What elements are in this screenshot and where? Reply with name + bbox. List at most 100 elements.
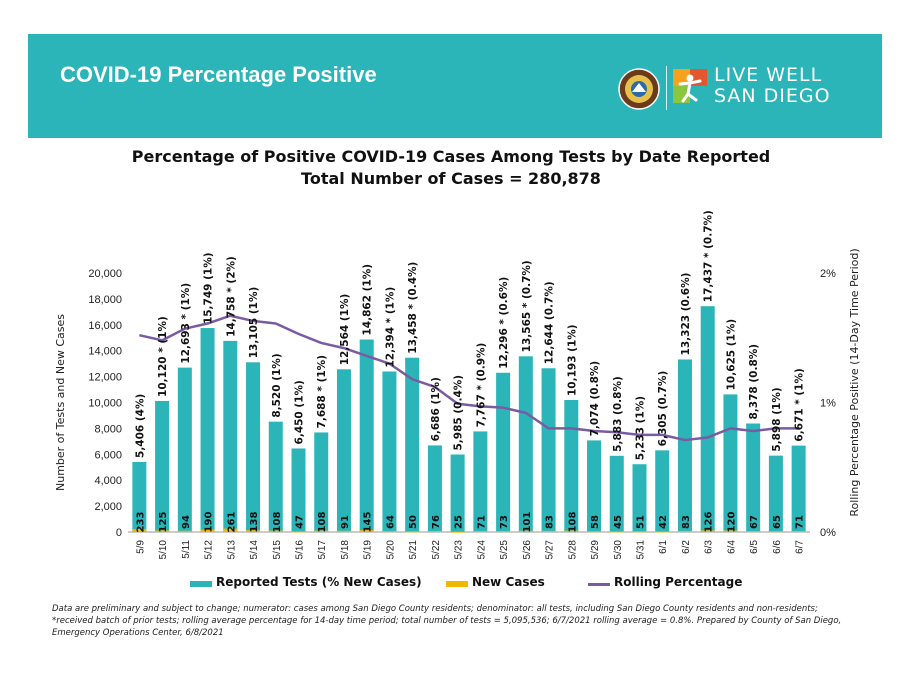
bars-group — [132, 306, 806, 532]
bar-new-cases — [564, 530, 579, 532]
legend-swatch-reported-tests — [190, 581, 212, 587]
bar-new-cases — [791, 531, 806, 533]
x-tick-label: 6/1 — [658, 540, 669, 554]
x-tick-label: 6/2 — [681, 540, 692, 554]
logo-divider — [666, 66, 667, 110]
bar-reported-tests — [177, 367, 192, 532]
x-tick-label: 5/19 — [363, 540, 374, 560]
header-banner: COVID-19 Percentage Positive LIVE WELL S… — [28, 34, 882, 138]
bar-value-label: 12,296 * (0.6%) — [498, 277, 510, 369]
footnote: Data are preliminary and subject to chan… — [52, 604, 842, 638]
y-tick-label: 12,000 — [88, 372, 122, 384]
chart-subtitle: Total Number of Cases = 280,878 — [301, 169, 601, 188]
bar-reported-tests — [450, 454, 465, 532]
new-cases-label: 108 — [317, 512, 328, 533]
bar-new-cases — [336, 530, 351, 532]
bar-new-cases — [359, 530, 374, 532]
y-tick-label: 14,000 — [88, 346, 122, 358]
bar-reported-tests — [132, 461, 147, 532]
live-well-logo-icon — [673, 69, 707, 103]
bar-new-cases — [450, 531, 465, 533]
x-tick-label: 5/15 — [272, 540, 283, 560]
new-cases-label: 50 — [408, 515, 419, 529]
bar-new-cases — [405, 531, 420, 533]
bar-reported-tests — [518, 356, 533, 532]
new-cases-label: 120 — [726, 512, 737, 533]
x-tick-label: 5/25 — [499, 540, 510, 560]
bar-reported-tests — [246, 362, 261, 532]
new-cases-label: 138 — [249, 512, 260, 533]
bar-new-cases — [677, 530, 692, 532]
bar-reported-tests — [405, 357, 420, 532]
new-cases-label: 261 — [226, 512, 237, 533]
new-cases-label: 58 — [590, 515, 601, 529]
bar-reported-tests — [655, 450, 670, 532]
new-cases-label: 47 — [295, 515, 306, 529]
x-tick-label: 5/9 — [135, 540, 146, 554]
bar-new-cases — [246, 530, 261, 532]
x-tick-label: 5/26 — [522, 540, 533, 560]
bar-reported-tests — [723, 394, 738, 532]
bar-new-cases — [723, 530, 738, 532]
bar-new-cases — [518, 530, 533, 532]
bar-reported-tests — [791, 445, 806, 532]
bar-reported-tests — [609, 455, 624, 532]
x-tick-label: 5/31 — [636, 540, 647, 560]
legend-label: Rolling Percentage — [614, 575, 743, 589]
legend-swatch-new-cases — [446, 581, 468, 587]
bar-new-cases — [427, 531, 442, 533]
bar-new-cases — [268, 530, 283, 532]
bar-reported-tests — [314, 432, 329, 532]
y-tick-label: 2,000 — [94, 501, 122, 513]
bar-reported-tests — [700, 306, 715, 532]
x-tick-label: 5/14 — [249, 540, 260, 560]
y2-tick-label: 2% — [820, 268, 836, 280]
new-cases-label: 108 — [272, 512, 283, 533]
bar-new-cases — [768, 531, 783, 533]
new-cases-label: 71 — [476, 515, 487, 529]
bar-reported-tests — [541, 368, 556, 532]
bar-value-label: 5,233 (1%) — [635, 396, 647, 460]
bar-value-label: 7,074 (0.8%) — [589, 361, 601, 437]
rolling-percentage-line — [139, 314, 799, 442]
bar-value-label: 15,749 (1%) — [203, 252, 215, 324]
new-cases-label: 73 — [499, 515, 510, 529]
new-cases-label: 71 — [795, 515, 806, 529]
new-cases-label: 101 — [522, 512, 533, 533]
x-tick-label: 5/16 — [295, 540, 306, 560]
new-cases-label: 190 — [204, 512, 215, 533]
x-tick-label: 5/22 — [431, 540, 442, 560]
bar-reported-tests — [359, 339, 374, 532]
bar-value-label: 5,406 (4%) — [134, 394, 146, 458]
new-cases-label: 91 — [340, 515, 351, 529]
bar-value-label: 17,437 * (0.7%) — [703, 210, 715, 302]
new-cases-label: 233 — [135, 512, 146, 533]
bar-value-label: 7,688 * (1%) — [316, 355, 328, 428]
bar-new-cases — [314, 530, 329, 532]
bar-value-label: 6,671 * (1%) — [794, 368, 806, 441]
bar-new-cases — [632, 531, 647, 533]
bar-reported-tests — [768, 455, 783, 532]
bar-value-label: 10,193 (1%) — [566, 324, 578, 396]
bar-value-label: 12,644 (0.7%) — [544, 281, 556, 364]
bar-new-cases — [473, 531, 488, 533]
bar-value-label: 10,120 * (1%) — [157, 316, 169, 397]
bar-value-label: 14,862 (1%) — [362, 264, 374, 336]
y-tick-label: 0 — [116, 527, 122, 539]
y-tick-label: 8,000 — [94, 423, 122, 435]
bar-reported-tests — [336, 369, 351, 532]
bar-new-cases — [655, 531, 670, 533]
bar-value-label: 10,625 (1%) — [725, 319, 737, 391]
bar-value-label: 12,564 (1%) — [339, 294, 351, 366]
bar-reported-tests — [632, 464, 647, 532]
bar-reported-tests — [268, 421, 283, 532]
bar-new-cases — [155, 530, 170, 532]
x-tick-label: 6/5 — [749, 540, 760, 554]
bar-value-label: 8,378 (0.8%) — [748, 344, 760, 420]
y2-tick-label: 1% — [820, 398, 836, 410]
bar-new-cases — [223, 528, 238, 532]
bar-reported-tests — [155, 400, 170, 532]
bar-reported-tests — [473, 431, 488, 532]
logo-text-line2: SAN DIEGO — [714, 85, 831, 107]
